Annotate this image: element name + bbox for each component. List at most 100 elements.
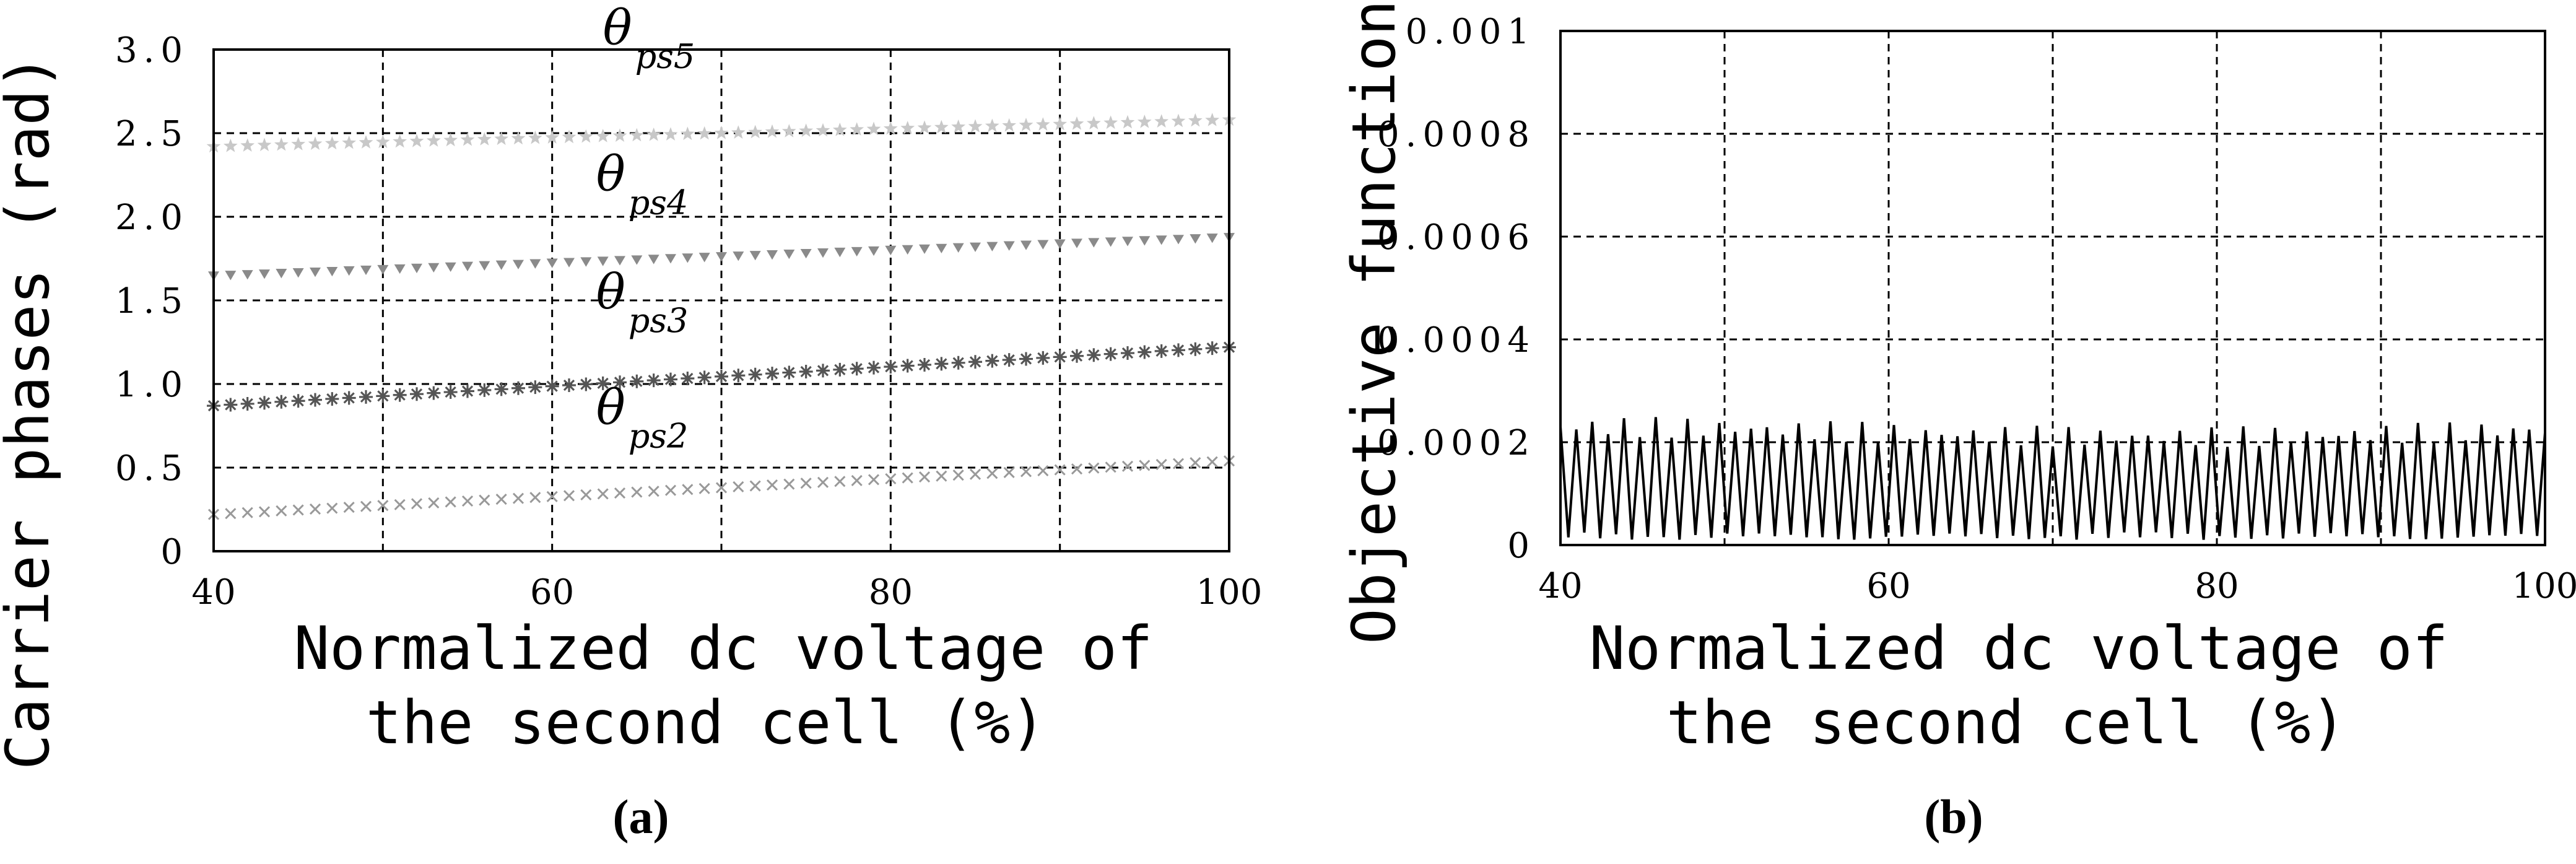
x-marker	[394, 499, 406, 510]
star-marker	[850, 122, 864, 136]
x-marker	[851, 474, 863, 486]
x-marker	[1054, 464, 1066, 476]
chart-b-x-axis-label-line2: the second cell (%)	[1666, 688, 2346, 757]
chart-a-y-axis-label: Carrier phases (rad)	[0, 54, 63, 770]
star-marker	[393, 134, 407, 148]
x-marker	[258, 506, 271, 518]
star-marker	[714, 126, 729, 139]
star-marker	[612, 128, 627, 142]
plus-marker	[274, 395, 289, 409]
x-marker	[597, 488, 609, 500]
series-ps5	[206, 112, 1237, 153]
triangle-marker	[1190, 234, 1201, 244]
plus-marker	[748, 367, 762, 382]
x-marker	[479, 494, 490, 506]
plus-marker	[1172, 343, 1185, 357]
plus-marker	[579, 377, 593, 391]
plus-marker	[731, 369, 746, 383]
plus-marker	[1002, 353, 1016, 367]
triangle-marker	[445, 262, 456, 273]
star-marker	[578, 129, 593, 143]
triangle-marker	[411, 263, 422, 274]
x-marker	[648, 486, 659, 497]
star-marker	[1019, 118, 1033, 131]
triangle-marker	[564, 258, 575, 268]
series-label-subscript: ps4	[629, 183, 689, 222]
x-marker	[1105, 461, 1116, 473]
x-marker	[1037, 465, 1049, 477]
star-marker	[324, 136, 339, 150]
plus-marker	[968, 355, 982, 369]
triangle-marker	[868, 246, 879, 256]
triangle-marker	[377, 264, 389, 275]
triangle-marker	[1122, 237, 1133, 247]
x-marker	[631, 486, 643, 498]
triangle-marker	[225, 271, 237, 281]
star-marker	[545, 130, 560, 144]
series-label-subscript: ps2	[629, 417, 689, 456]
star-marker	[663, 127, 678, 141]
plus-marker	[816, 364, 830, 378]
a-y-tick-label: 0	[160, 532, 189, 572]
triangle-marker	[1088, 238, 1100, 248]
plus-marker	[1103, 347, 1118, 361]
a-y-tick-label: 2.0	[115, 198, 189, 238]
star-marker	[748, 124, 763, 139]
chart-b-x-axis-label-line1: Normalized dc voltage of	[1589, 614, 2448, 683]
x-marker	[1155, 458, 1167, 471]
triangle-marker	[986, 242, 998, 251]
x-marker	[326, 502, 338, 514]
chart-b-plot-area	[1560, 31, 2545, 545]
series-ps3	[207, 340, 1236, 413]
plus-marker	[240, 396, 255, 411]
triangle-marker	[648, 255, 659, 264]
series-label-symbol: θ	[603, 1, 632, 56]
plus-marker	[545, 379, 559, 393]
triangle-marker	[834, 247, 846, 258]
triangle-marker	[733, 251, 744, 261]
plus-marker	[477, 383, 492, 397]
plus-marker	[934, 357, 949, 371]
x-marker	[682, 484, 694, 495]
chart-b: 40 60 80 10000.00020.00040.00060.00080.001 …	[1339, 0, 2576, 844]
star-marker	[257, 137, 272, 152]
star-marker	[409, 134, 424, 147]
triangle-marker	[495, 260, 507, 270]
a-y-tick-label: 1.0	[115, 365, 189, 405]
triangle-marker	[919, 244, 930, 255]
chart-b-marks	[1559, 417, 2546, 540]
triangle-marker	[360, 265, 372, 276]
series-label-symbol: θ	[596, 264, 625, 320]
x-marker	[800, 478, 812, 489]
plus-marker	[985, 354, 999, 368]
chart-b-y-axis-label: Objective function	[1339, 0, 1409, 644]
star-marker	[883, 121, 898, 135]
plus-marker	[1036, 351, 1050, 365]
star-marker	[1188, 113, 1203, 127]
x-marker	[580, 489, 592, 500]
plus-marker	[528, 380, 542, 395]
star-marker	[866, 121, 881, 136]
star-marker	[951, 119, 966, 133]
plus-marker	[884, 360, 898, 374]
chart-a-x-axis-label-line2: the second cell (%)	[366, 688, 1046, 757]
plus-marker	[1019, 352, 1033, 366]
chart-a-x-axis-label-line1: Normalized dc voltage of	[294, 614, 1152, 683]
b-y-tick-label: 0.0008	[1377, 115, 1536, 155]
b-x-tick-label: 60	[1866, 566, 1910, 606]
x-marker	[225, 508, 237, 520]
triangle-marker	[529, 259, 541, 269]
x-marker	[411, 498, 423, 510]
b-x-tick-label: 100	[2512, 566, 2576, 606]
series-label-subscript: ps5	[635, 37, 695, 76]
x-marker	[936, 470, 947, 482]
star-marker	[596, 129, 611, 142]
triangle-marker	[800, 248, 812, 259]
star-marker	[1137, 115, 1152, 128]
plus-marker	[951, 356, 965, 370]
x-marker	[733, 481, 744, 493]
triangle-marker	[1037, 240, 1049, 250]
plus-marker	[697, 370, 711, 385]
